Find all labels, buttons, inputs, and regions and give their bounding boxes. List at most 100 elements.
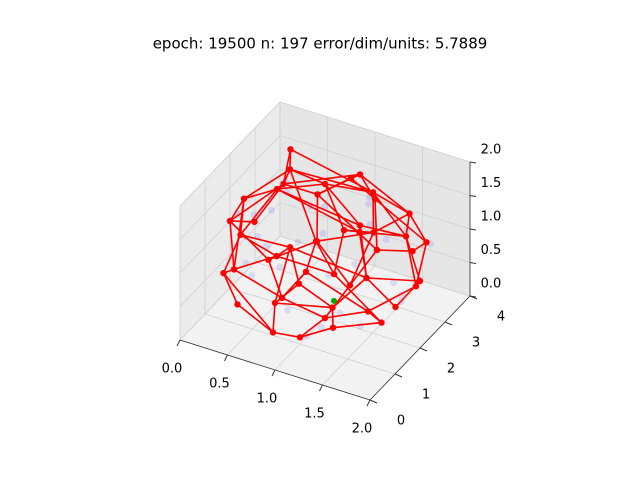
edge [324, 183, 361, 226]
edge [283, 183, 318, 196]
y-axis-line [369, 295, 471, 401]
edge [365, 277, 397, 308]
sample-point [263, 242, 270, 250]
edge [315, 231, 374, 243]
unit-node [329, 304, 336, 311]
y-tick-label: 1 [422, 388, 430, 403]
unit-node [296, 334, 304, 341]
edge [237, 303, 274, 334]
x-tick-label: 1.0 [257, 392, 278, 407]
edge [372, 191, 407, 237]
unit-node [406, 210, 413, 217]
edge [276, 183, 326, 190]
edge [305, 241, 317, 273]
unit-node [369, 189, 377, 196]
edge [229, 220, 255, 223]
unit-node [371, 195, 379, 203]
edge [274, 246, 291, 304]
x-tick [319, 384, 323, 392]
edge [405, 236, 421, 282]
edge [359, 224, 407, 238]
edge [305, 271, 369, 313]
edge [366, 277, 421, 282]
grid-line [279, 235, 471, 297]
edge [373, 212, 410, 234]
unit-node [240, 195, 248, 202]
unit-node [370, 229, 377, 236]
unit-node [280, 180, 287, 188]
sample-point [284, 306, 291, 314]
edge [333, 273, 383, 324]
edge [229, 220, 235, 270]
edge [239, 188, 278, 236]
edge [332, 321, 382, 329]
edge [229, 198, 245, 222]
unit-node [340, 227, 348, 234]
edge [349, 232, 375, 286]
unit-node [313, 238, 321, 245]
sample-point [268, 206, 275, 214]
edge [299, 326, 334, 339]
y-tick [444, 321, 453, 326]
edge [281, 271, 307, 299]
unit-node [302, 268, 310, 275]
edge [267, 259, 283, 299]
unit-node [423, 239, 430, 246]
edge [316, 193, 378, 251]
sample-point [318, 323, 325, 331]
unit-node [278, 294, 286, 301]
chart-title: epoch: 19500 n: 197 error/dim/units: 5.7… [153, 35, 488, 53]
unit-node [409, 248, 416, 255]
grid-line [204, 313, 396, 375]
edge [282, 149, 292, 185]
edge [349, 249, 378, 286]
sample-point [357, 322, 364, 330]
edge [289, 247, 300, 284]
edge [316, 240, 351, 286]
unit-node [220, 269, 227, 277]
edge [272, 331, 301, 339]
z-tick [469, 195, 477, 197]
x-tick-label: 0.0 [162, 362, 183, 377]
edge [374, 198, 428, 243]
unit-node [330, 270, 338, 278]
edge [359, 173, 410, 215]
edge [240, 234, 291, 248]
unit-node [286, 166, 294, 173]
edge [299, 317, 326, 338]
sample-point [276, 263, 284, 271]
unit-node [287, 146, 294, 153]
edge [358, 231, 368, 279]
z-tick-label: 2.0 [481, 143, 502, 158]
x-tick-label: 2.0 [352, 422, 373, 437]
y-tick-label: 2 [447, 362, 455, 377]
y-tick-label: 3 [472, 336, 480, 351]
edge [367, 285, 417, 313]
edge [243, 188, 278, 200]
unit-node [412, 283, 420, 290]
edge [372, 191, 410, 215]
x-tick [176, 339, 181, 347]
unit-node [356, 228, 363, 236]
unit-node [230, 266, 238, 273]
y-tick [419, 347, 428, 352]
x-tick [366, 399, 371, 407]
unit-node [265, 256, 272, 263]
sample-point [248, 271, 256, 279]
edge [233, 268, 283, 299]
grid-line [279, 135, 471, 196]
unit-node [356, 171, 364, 178]
edge [376, 249, 413, 252]
unit-node [314, 191, 321, 198]
unit-node [373, 246, 381, 254]
unit-node [363, 274, 370, 282]
unit-node [392, 303, 399, 311]
edge [276, 188, 360, 233]
grid-line [179, 101, 281, 207]
y-tick [369, 399, 378, 404]
y-tick [394, 373, 403, 378]
edge [229, 220, 270, 261]
grid-line [279, 101, 471, 163]
z-tick [469, 161, 477, 164]
edge [324, 284, 351, 319]
